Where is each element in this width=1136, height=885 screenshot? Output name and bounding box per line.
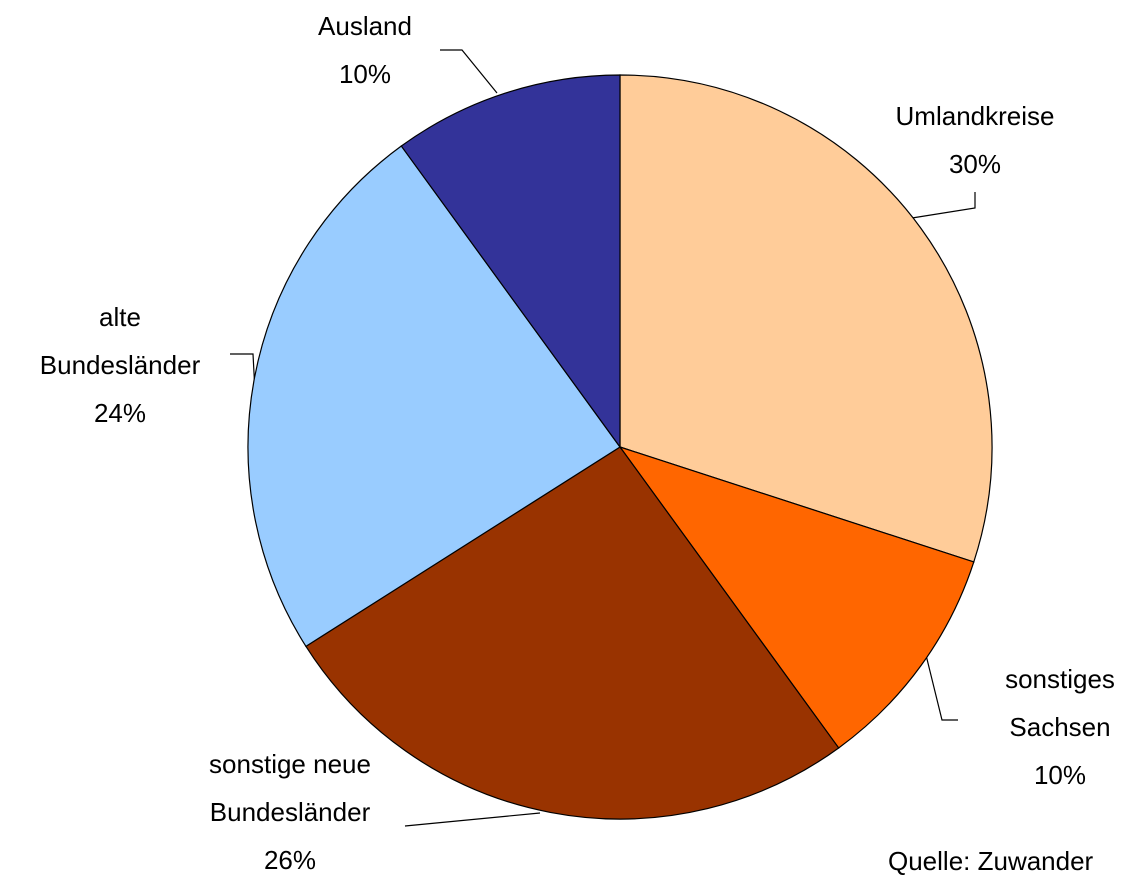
slice-label: Umlandkreise [895, 101, 1055, 131]
slice-value-label: 10% [338, 59, 392, 89]
leader-line [404, 812, 541, 827]
slice-value-label: 26% [263, 845, 317, 875]
slice-value-label: 10% [1033, 760, 1087, 790]
slice-label: Ausland [318, 11, 412, 41]
leader-line [440, 49, 498, 94]
slice-value-label: 24% [93, 398, 147, 428]
slice-label: alte Bundesländer [39, 302, 201, 380]
pie-slice [400, 74, 621, 449]
slice-label: sonstiges Sachsen [1005, 664, 1115, 742]
slice-value-label: 30% [948, 149, 1002, 179]
pie-slice [619, 74, 993, 563]
pie-slice [618, 445, 975, 749]
pie-slice [247, 145, 621, 648]
source-note: Quelle: Zuwander [888, 846, 1094, 876]
leader-line [911, 192, 976, 219]
leader-line [925, 654, 958, 721]
slice-label: sonstige neue Bundesländer [209, 749, 371, 827]
pie-slice [305, 446, 840, 820]
leader-line [230, 353, 256, 393]
